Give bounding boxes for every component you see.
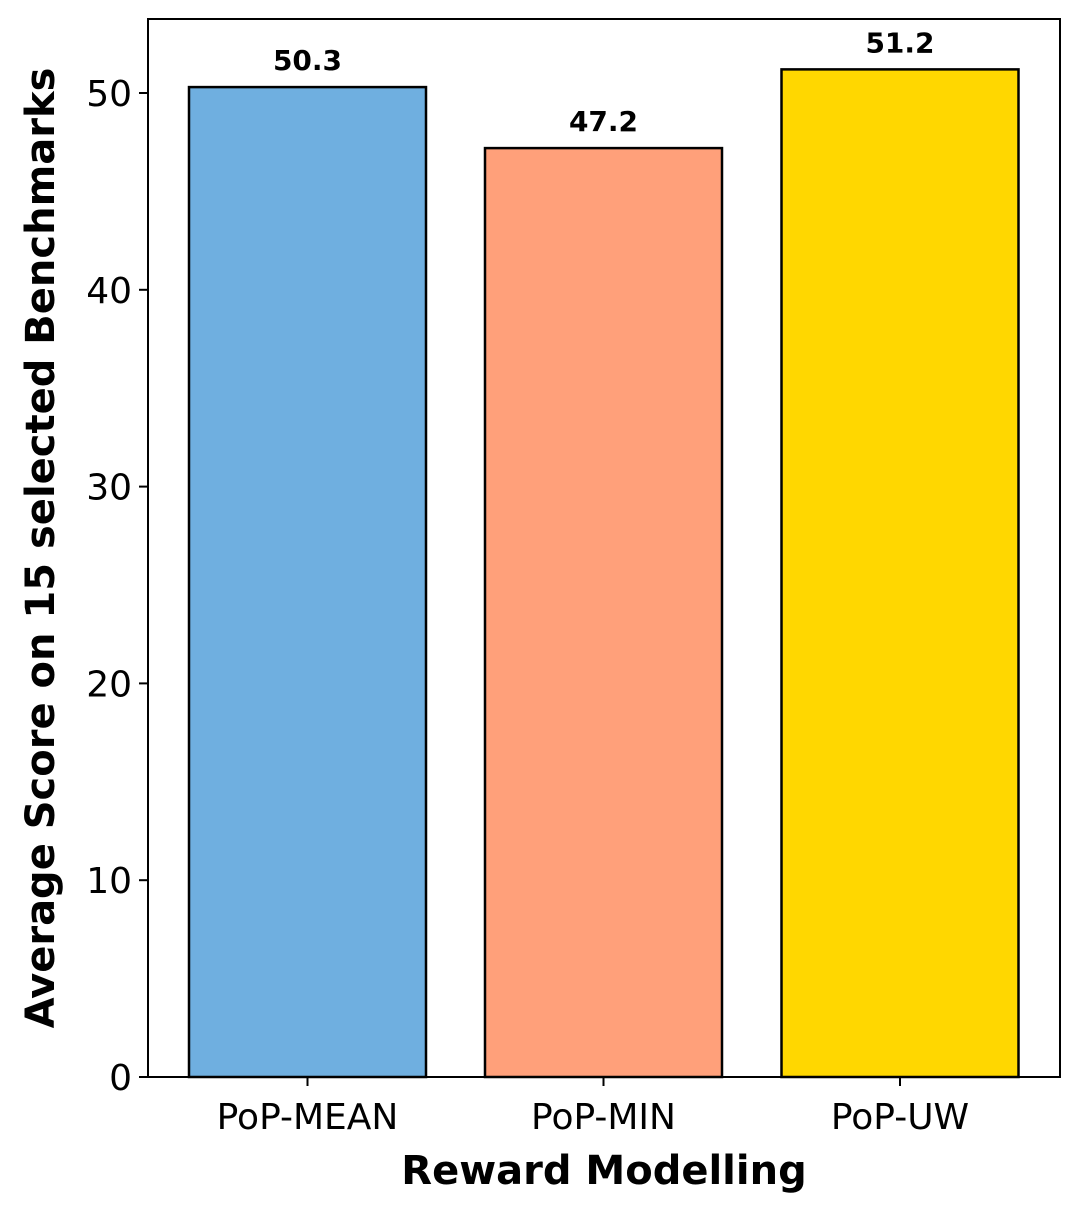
y-tick-label: 20 <box>86 664 132 705</box>
y-tick-label: 50 <box>86 74 132 115</box>
data-label-pop-min: 47.2 <box>569 105 638 138</box>
y-tick-label: 10 <box>86 861 132 902</box>
y-tick-label: 0 <box>109 1058 132 1099</box>
data-labels-layer: 50.3 47.2 51.2 <box>273 26 935 138</box>
data-label-pop-mean: 50.3 <box>273 44 342 77</box>
x-axis: PoP-MEAN PoP-MIN PoP-UW <box>217 1077 969 1138</box>
bar-pop-mean <box>187 85 428 1079</box>
x-tick-label-pop-mean: PoP-MEAN <box>217 1097 399 1138</box>
x-tick-label-pop-uw: PoP-UW <box>831 1097 969 1138</box>
bars-layer <box>187 68 1020 1079</box>
x-tick-label-pop-min: PoP-MIN <box>531 1097 676 1138</box>
x-axis-title: Reward Modelling <box>401 1148 806 1194</box>
y-axis: 0 10 20 30 40 50 <box>86 74 148 1099</box>
y-tick-label: 40 <box>86 271 132 312</box>
data-label-pop-uw: 51.2 <box>865 26 934 59</box>
bar-pop-min <box>483 146 724 1079</box>
y-axis-title: Average Score on 15 selected Benchmarks <box>18 68 64 1029</box>
bar-pop-uw <box>780 68 1020 1079</box>
y-tick-label: 30 <box>86 468 132 509</box>
